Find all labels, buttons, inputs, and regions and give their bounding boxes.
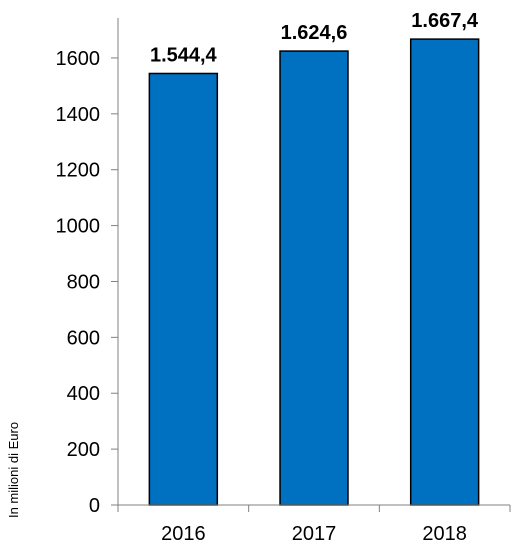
bar-2018	[409, 38, 480, 506]
y-axis-title: In milioni di Euro	[6, 422, 21, 518]
y-tick-label: 200	[67, 439, 100, 461]
y-tick-label: 0	[89, 495, 100, 517]
y-tick-label: 600	[67, 327, 100, 349]
y-tick-label: 1000	[56, 216, 101, 238]
x-tick-label: 2017	[292, 523, 337, 545]
y-tick-label: 1600	[56, 48, 101, 70]
y-tick-label: 1200	[56, 160, 101, 182]
x-tick-label: 2018	[422, 523, 467, 545]
bar-2017	[279, 50, 349, 506]
x-axis: 2016 2017 2018	[117, 504, 511, 545]
bar-series: 1.544,4 1.624,6 1.667,4	[148, 10, 480, 506]
y-axis: 0 200 400 600 800 1000 1200 1400 1600	[56, 18, 119, 517]
x-tick-label: 2016	[161, 523, 206, 545]
data-label-2016: 1.544,4	[150, 44, 218, 66]
y-tick-label: 800	[67, 271, 100, 293]
y-tick-label: 1400	[56, 104, 101, 126]
bar-2016	[148, 72, 219, 506]
data-label-2018: 1.667,4	[411, 10, 479, 32]
y-tick-label: 400	[67, 383, 100, 405]
data-label-2017: 1.624,6	[281, 22, 348, 44]
